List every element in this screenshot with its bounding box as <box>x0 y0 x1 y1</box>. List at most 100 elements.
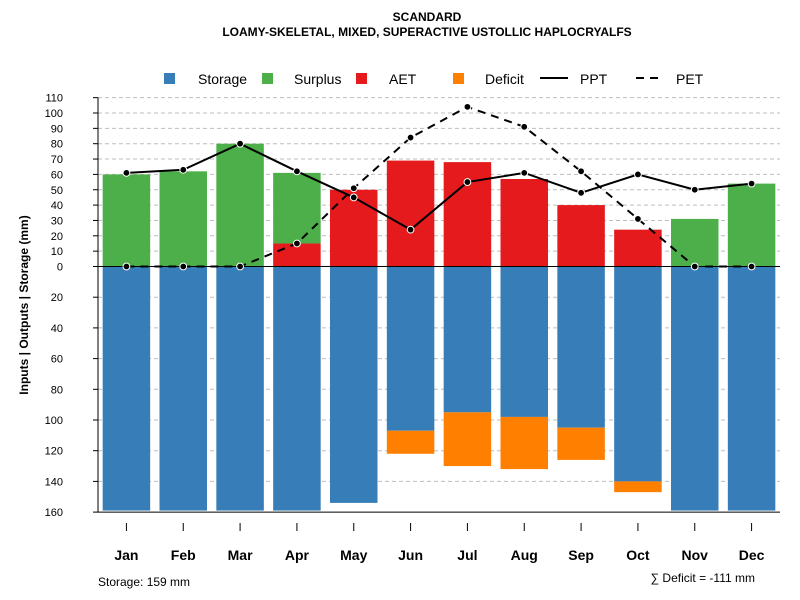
surplus-bar <box>727 183 776 267</box>
x-tick-label: Jul <box>457 547 477 563</box>
deficit-bar <box>557 427 605 460</box>
ppt-point <box>577 188 585 197</box>
x-tick-label: May <box>340 547 367 563</box>
ppt-point <box>463 178 472 186</box>
y-tick-label: 100 <box>45 415 63 427</box>
ppt-point <box>293 167 301 176</box>
storage-bar <box>216 266 264 511</box>
y-tick-label: 110 <box>45 93 63 105</box>
surplus-bar <box>273 172 321 244</box>
series-lines <box>122 102 756 271</box>
y-axis: 0 10 20 30 40 50 60 70 80 90 100 110 20 40 60 80 100 120 1… <box>45 93 98 519</box>
y-tick-label: 20 <box>51 292 63 304</box>
ppt-point <box>520 168 529 177</box>
deficit-bar <box>386 430 435 454</box>
y-tick-label: 140 <box>45 476 63 488</box>
pet-point <box>179 262 188 271</box>
chart-title: SCANDARD <box>393 10 462 24</box>
storage-bar <box>159 266 207 511</box>
legend-pet-label: PET <box>676 71 704 87</box>
storage-bar <box>500 266 548 417</box>
x-tick-label: Feb <box>171 547 196 563</box>
y-tick-label: 80 <box>51 384 63 396</box>
y-tick-label: 50 <box>51 185 63 197</box>
legend-aet-swatch <box>356 73 367 84</box>
y-axis-label: Inputs | Outputs | Storage (mm) <box>17 215 31 394</box>
surplus-bar <box>159 171 207 267</box>
y-tick-label: 40 <box>51 200 63 212</box>
aet-bar <box>443 162 492 267</box>
x-tick-label: Aug <box>511 547 538 563</box>
x-axis: Jan Feb Mar Apr May Jun Jul Aug Sep Oct Nov Dec <box>114 523 765 563</box>
storage-bar <box>386 266 435 431</box>
legend-deficit-label: Deficit <box>485 71 524 87</box>
y-tick-label: 160 <box>45 507 63 519</box>
surplus-bar <box>216 143 264 267</box>
y-tick-label: 20 <box>51 231 63 243</box>
y-tick-label: 90 <box>51 123 63 135</box>
aet-bar <box>330 189 378 267</box>
aet-bar <box>500 179 548 267</box>
y-tick-label: 60 <box>51 354 63 366</box>
legend: Storage Surplus AET Deficit PPT PET <box>164 71 704 87</box>
pet-point <box>406 133 415 142</box>
storage-bar <box>671 266 719 511</box>
deficit-bar <box>500 416 548 470</box>
legend-deficit-swatch <box>453 73 464 84</box>
ppt-point <box>122 168 131 177</box>
legend-surplus-swatch <box>262 73 273 84</box>
y-tick-label: 100 <box>45 108 63 120</box>
ppt-point <box>690 185 699 194</box>
pet-point <box>634 215 642 223</box>
legend-storage-label: Storage <box>198 71 247 87</box>
pet-point <box>690 262 699 271</box>
storage-note: Storage: 159 mm <box>98 575 190 589</box>
x-tick-label: Dec <box>739 547 765 563</box>
ppt-point <box>406 225 415 234</box>
x-tick-label: Jun <box>398 547 423 563</box>
storage-bar <box>557 266 605 428</box>
chart-subtitle: LOAMY-SKELETAL, MIXED, SUPERACTIVE USTOL… <box>222 25 631 39</box>
storage-bar <box>102 266 151 511</box>
x-tick-label: Mar <box>228 547 253 563</box>
pet-point <box>520 122 529 131</box>
x-tick-label: Jan <box>114 547 138 563</box>
x-tick-label: Oct <box>626 547 650 563</box>
ppt-line <box>126 142 752 231</box>
y-tick-label: 30 <box>51 215 63 227</box>
y-tick-label: 10 <box>51 246 63 258</box>
x-tick-label: Sep <box>568 547 594 563</box>
y-tick-label: 0 <box>57 262 63 274</box>
ppt-point <box>634 170 642 179</box>
pet-point <box>293 239 301 248</box>
deficit-bar <box>614 481 662 493</box>
y-tick-label: 120 <box>45 446 63 458</box>
aet-bar <box>557 205 605 267</box>
y-tick-label: 60 <box>51 169 63 181</box>
deficit-bar <box>443 412 492 467</box>
storage-bar <box>273 266 321 511</box>
legend-storage-swatch <box>164 73 175 84</box>
pet-point <box>122 262 131 271</box>
ppt-point <box>179 165 188 174</box>
pet-point <box>747 262 756 271</box>
storage-bar <box>443 266 492 413</box>
ppt-point <box>747 179 756 188</box>
storage-bar <box>727 266 776 511</box>
legend-ppt-label: PPT <box>580 71 608 87</box>
surplus-bar <box>102 174 151 267</box>
pet-line <box>126 105 752 268</box>
bars <box>102 143 776 511</box>
x-tick-label: Nov <box>682 547 709 563</box>
x-tick-label: Apr <box>285 547 310 563</box>
storage-bar <box>614 266 662 482</box>
pet-point <box>349 184 358 193</box>
y-tick-label: 40 <box>51 323 63 335</box>
surplus-bar <box>671 218 719 267</box>
legend-surplus-label: Surplus <box>294 71 341 87</box>
storage-bar <box>330 266 378 503</box>
ppt-point <box>236 139 244 148</box>
legend-aet-label: AET <box>389 71 417 87</box>
y-tick-label: 80 <box>51 139 63 151</box>
